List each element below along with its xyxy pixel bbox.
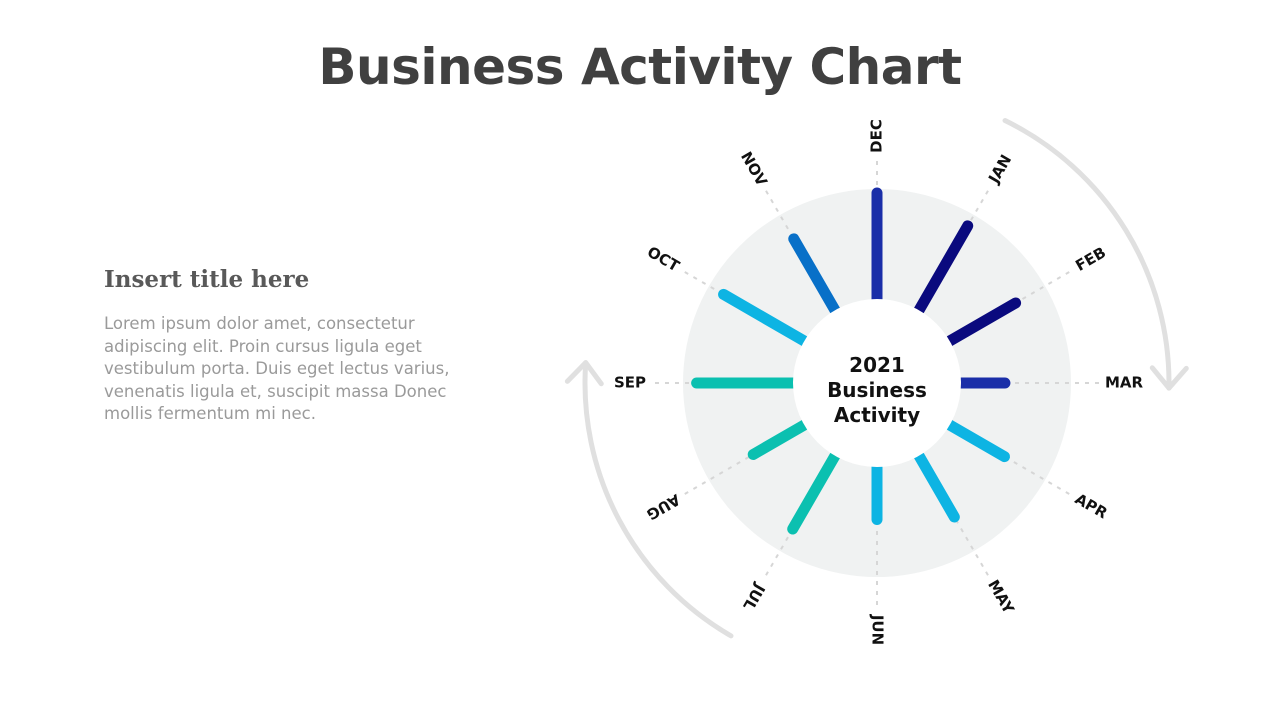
bar-jul — [787, 449, 841, 535]
center-label-line2: Business — [827, 378, 927, 402]
bar-jan — [913, 220, 974, 317]
month-label-sep: SEP — [614, 374, 646, 392]
arrow-arc-right — [1002, 118, 1172, 391]
month-label-may: MAY — [984, 577, 1018, 618]
bar-nov — [788, 233, 841, 317]
page-title: Business Activity Chart — [318, 38, 962, 96]
month-label-dec: DEC — [868, 119, 886, 153]
month-label-aug: AUG — [643, 490, 683, 523]
month-label-oct: OCT — [644, 243, 683, 276]
center-label-year: 2021 — [849, 353, 905, 377]
arrow-head-right — [1149, 365, 1189, 391]
month-label-apr: APR — [1072, 490, 1111, 523]
bar-may — [913, 449, 960, 523]
arrow-head-left — [564, 360, 604, 387]
month-label-jan: JAN — [984, 151, 1015, 187]
bar-apr — [943, 419, 1010, 463]
text-panel: Insert title here Lorem ipsum dolor amet… — [104, 266, 464, 426]
month-label-jun: JUN — [869, 614, 887, 645]
arrow-arc-left — [582, 360, 734, 639]
bar-oct — [718, 288, 811, 347]
section-body: Lorem ipsum dolor amet, consectetur adip… — [104, 314, 450, 423]
center-label-line3: Activity — [834, 403, 920, 427]
bar-aug — [747, 419, 811, 460]
chart-center-hole — [793, 299, 961, 467]
month-label-jul: JUL — [739, 580, 769, 614]
month-label-feb: FEB — [1072, 243, 1109, 275]
month-label-mar: MAR — [1105, 374, 1144, 392]
section-title: Insert title here — [104, 266, 310, 293]
bar-feb — [943, 297, 1022, 347]
month-label-nov: NOV — [737, 149, 771, 190]
